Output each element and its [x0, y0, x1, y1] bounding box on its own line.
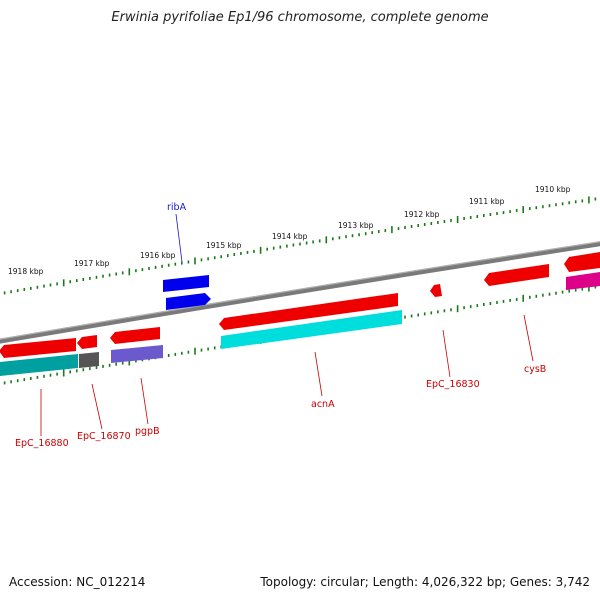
kbp-label: 1915 kbp — [206, 241, 242, 250]
kbp-label: 1914 kbp — [272, 232, 308, 241]
acnA-forward-cds[interactable] — [219, 293, 398, 330]
chromosome-backbone-highlight — [0, 241, 600, 340]
kbp-label: 1910 kbp — [535, 185, 571, 194]
ribA-gene-upper[interactable] — [163, 275, 209, 292]
edge-cds-red[interactable] — [564, 252, 600, 272]
EpC_16880-teal[interactable] — [0, 354, 78, 376]
acnA-label[interactable]: acnA — [311, 399, 335, 410]
edge-cds-magenta[interactable] — [566, 272, 600, 290]
EpC_16870-cds[interactable] — [77, 335, 97, 349]
kbp-label: 1913 kbp — [338, 221, 374, 230]
ribA-gene-lower[interactable] — [166, 293, 211, 310]
pgpB-label[interactable]: pgpB — [135, 426, 160, 437]
label-leaders — [40, 213, 534, 436]
pgpB-cds[interactable] — [110, 327, 160, 344]
kbp-label: 1918 kbp — [8, 267, 44, 276]
kbp-label: 1916 kbp — [140, 251, 176, 260]
ribA-leader — [175, 213, 183, 263]
EpC_16830-label[interactable]: EpC_16830 — [426, 379, 480, 390]
EpC_16830-cds[interactable] — [430, 284, 442, 297]
cysB-cds[interactable] — [484, 264, 549, 286]
forward-strand-genes — [163, 252, 600, 330]
EpC_16830-leader — [442, 329, 451, 378]
cysB-leader — [523, 314, 534, 362]
accession-text: Accession: NC_012214 — [9, 575, 146, 589]
chromosome-backbone — [0, 241, 600, 344]
upper-tick-ring — [3, 196, 597, 295]
EpC_16870-leader — [91, 383, 103, 430]
reverse-strand-genes — [0, 310, 402, 376]
acnA-leader — [314, 351, 323, 397]
EpC_16870-label[interactable]: EpC_16870 — [77, 431, 131, 442]
EpC_16880-cds[interactable] — [0, 338, 76, 358]
ribA-label[interactable]: ribA — [167, 202, 187, 213]
acnA-cyan[interactable] — [221, 310, 402, 349]
pgpB-purple[interactable] — [111, 345, 163, 363]
gene-labels: ribA EpC_16880 EpC_16870 pgpB acnA EpC_1… — [15, 202, 546, 449]
EpC_16870-gray[interactable] — [79, 352, 99, 368]
kbp-labels: 1918 kbp 1917 kbp 1916 kbp 1915 kbp 1914… — [8, 185, 571, 276]
pgpB-leader — [140, 377, 149, 425]
EpC_16880-label[interactable]: EpC_16880 — [15, 438, 69, 449]
kbp-label: 1917 kbp — [74, 259, 110, 268]
map-title: Erwinia pyrifoliae Ep1/96 chromosome, co… — [111, 10, 489, 25]
genome-summary-text: Topology: circular; Length: 4,026,322 bp… — [260, 575, 590, 589]
kbp-label: 1911 kbp — [469, 197, 505, 206]
cysB-label[interactable]: cysB — [524, 364, 546, 375]
kbp-label: 1912 kbp — [404, 210, 440, 219]
